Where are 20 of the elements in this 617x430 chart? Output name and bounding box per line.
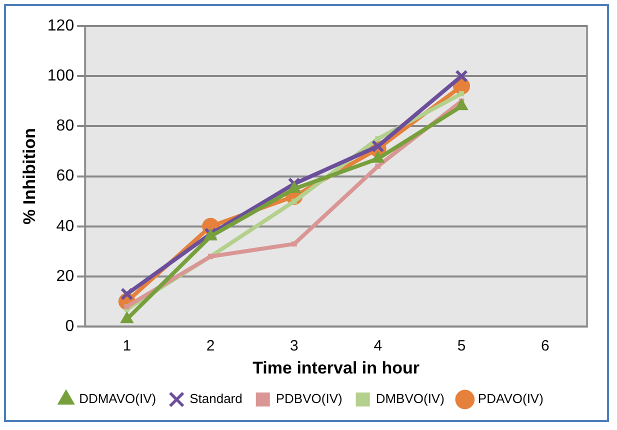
y-axis-title: % Inhibition — [20, 128, 39, 224]
x-tick-label: 4 — [374, 338, 382, 355]
legend-label: PDBVO(IV) — [276, 391, 342, 406]
x-tick-label: 2 — [206, 338, 215, 355]
y-tick-label: 120 — [47, 17, 74, 34]
x-tick-label: 5 — [457, 338, 466, 355]
y-tick-label: 60 — [56, 168, 74, 185]
x-axis-title: Time interval in hour — [252, 358, 420, 378]
y-tick-label: 40 — [56, 218, 74, 235]
legend-label: PDAVO(IV) — [478, 391, 544, 406]
legend-label: DDMAVO(IV) — [79, 391, 156, 406]
y-tick-label: 0 — [65, 318, 74, 336]
x-tick-label: 3 — [290, 338, 298, 355]
y-tick-label: 80 — [56, 118, 74, 135]
x-tick-label: 1 — [122, 338, 132, 355]
legend-label: Standard — [190, 391, 242, 406]
y-tick-label: 100 — [47, 68, 74, 85]
x-tick-label: 6 — [541, 338, 550, 355]
legend-label: DMBVO(IV) — [376, 391, 444, 406]
y-tick-label: 20 — [56, 268, 74, 285]
